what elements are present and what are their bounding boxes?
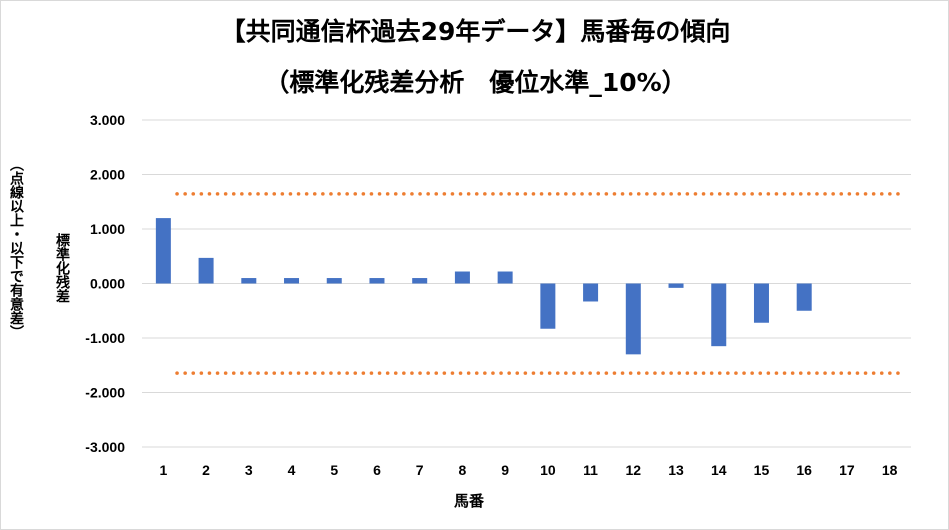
bar (454, 271, 470, 284)
x-tick-label: 7 (416, 462, 424, 478)
x-tick-label: 9 (501, 462, 509, 478)
bar (497, 271, 513, 284)
x-tick-label: 8 (459, 462, 467, 478)
y-tick-label: -1.000 (85, 330, 125, 346)
chart-subtitle: （標準化残差分析 優位水準_10%） (264, 68, 687, 97)
bar (369, 278, 385, 284)
x-tick-label: 6 (373, 462, 381, 478)
y-tick-label: -2.000 (85, 385, 125, 401)
y-tick-label: 2.000 (90, 167, 125, 183)
y-axis-label-note: （点線以上・以下で有意差） (8, 157, 24, 339)
x-tick-label: 5 (330, 462, 338, 478)
x-tick-label: 11 (583, 462, 598, 478)
bar (796, 283, 812, 311)
threshold-lines (175, 192, 903, 375)
bar (198, 257, 214, 284)
x-tick-label: 17 (839, 462, 855, 478)
x-tick-label: 12 (626, 462, 642, 478)
y-tick-label: 3.000 (90, 112, 125, 128)
x-tick-label: 14 (711, 462, 727, 478)
bar (668, 283, 684, 288)
bar (540, 283, 556, 329)
bars (155, 218, 812, 355)
bar (284, 278, 300, 284)
bar (241, 278, 257, 284)
x-tick-label: 4 (288, 462, 296, 478)
x-tick-label: 1 (159, 462, 167, 478)
bar (155, 218, 171, 284)
bar (711, 283, 727, 347)
bar (753, 283, 769, 323)
y-tick-label: 1.000 (90, 221, 125, 237)
x-tick-label: 3 (245, 462, 253, 478)
x-axis-label: 馬番 (454, 492, 485, 510)
x-tick-label: 15 (754, 462, 770, 478)
x-tick-label: 10 (540, 462, 556, 478)
y-tick-label: -3.000 (85, 439, 125, 455)
bar (583, 283, 599, 302)
chart-title: 【共同通信杯過去29年データ】馬番毎の傾向 (220, 17, 731, 46)
bar (326, 278, 342, 284)
x-tick-labels: 1 2 3 4 5 6 7 8 9 10 11 12 13 14 15 16 17 18 (159, 462, 897, 478)
bar (412, 278, 428, 284)
x-tick-label: 13 (668, 462, 684, 478)
x-tick-label: 18 (882, 462, 898, 478)
y-axis-label: 標準化残差 (54, 233, 70, 303)
y-tick-label: 0.000 (90, 276, 125, 292)
y-tick-labels: 3.000 2.000 1.000 0.000 -1.000 -2.000 -3.000 (85, 112, 125, 455)
bar (625, 283, 641, 355)
gridlines (142, 119, 911, 448)
x-tick-label: 2 (202, 462, 210, 478)
x-tick-label: 16 (796, 462, 812, 478)
